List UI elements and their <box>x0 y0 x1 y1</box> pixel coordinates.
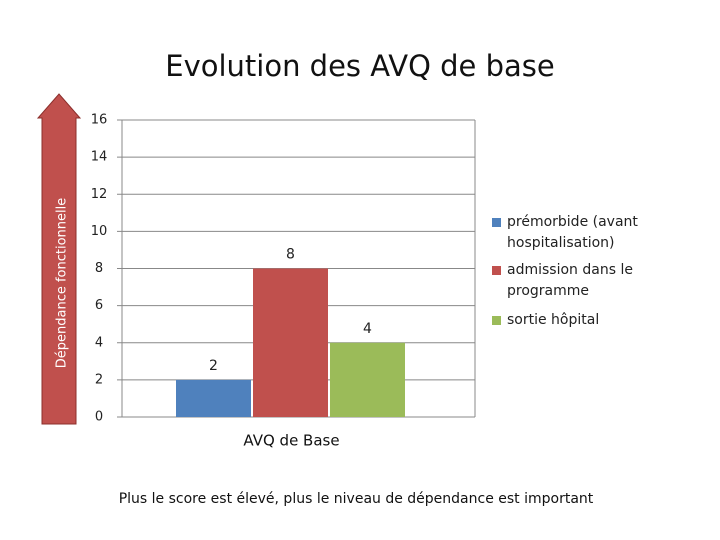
y-tick-label: 0 <box>95 410 103 425</box>
legend-label: admission dans le programme <box>507 262 633 299</box>
y-tick-label: 16 <box>91 113 108 128</box>
y-tick-label: 8 <box>95 261 103 276</box>
legend-label: sortie hôpital <box>507 312 600 328</box>
y-tick-label: 14 <box>91 150 108 165</box>
y-axis-label: Dépendance fonctionnelle <box>55 198 70 369</box>
footnote: Plus le score est élevé, plus le niveau … <box>119 491 594 507</box>
y-tick-label: 4 <box>95 335 103 350</box>
legend-swatch <box>492 218 501 227</box>
bar <box>176 379 251 417</box>
bar <box>253 268 328 417</box>
x-tick-label: AVQ de Base <box>243 432 339 450</box>
arrow <box>36 93 82 425</box>
bar <box>330 342 405 417</box>
y-tick-label: 2 <box>95 372 103 387</box>
chart-title: Evolution des AVQ de base <box>165 49 554 83</box>
y-tick-label: 10 <box>91 224 108 239</box>
legend-label: prémorbide (avant hospitalisation) <box>507 214 638 251</box>
data-label: 8 <box>286 247 295 263</box>
y-tick-label: 12 <box>91 187 108 202</box>
data-label: 4 <box>363 321 372 337</box>
legend-swatch <box>492 266 501 275</box>
legend-swatch <box>492 316 501 325</box>
data-label: 2 <box>209 358 218 374</box>
y-tick-label: 6 <box>95 298 103 313</box>
